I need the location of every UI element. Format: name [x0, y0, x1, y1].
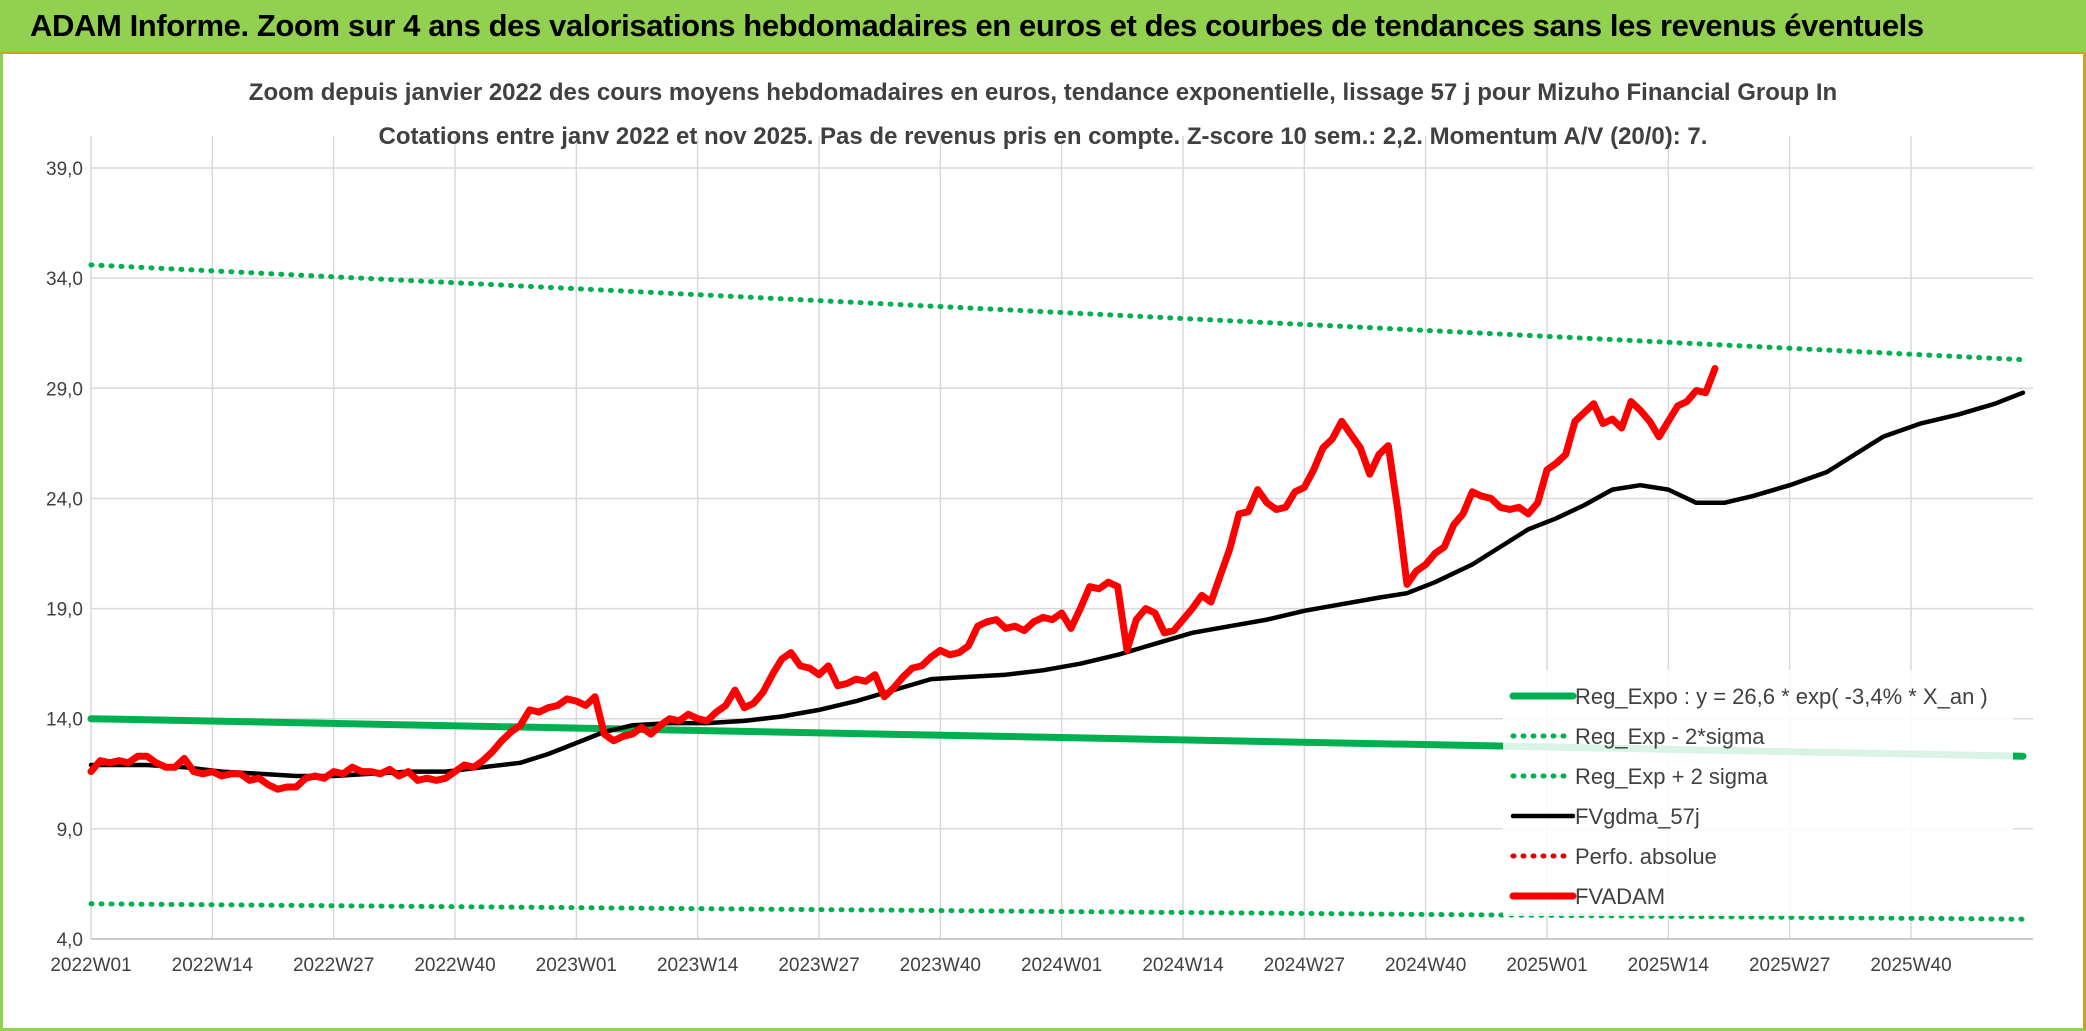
x-tick-label: 2025W14 — [1628, 955, 1710, 976]
x-tick-label: 2022W01 — [50, 955, 131, 976]
y-tick-label: 4,0 — [57, 930, 83, 951]
series-line-1 — [88, 901, 2026, 922]
line-chart: 4,0 9,0 14,0 19,0 24,0 29,0 34,0 39,0 2022W01 202… — [46, 79, 2033, 976]
y-tick-label: 39,0 — [46, 159, 83, 180]
legend-label: FVADAM — [1575, 884, 1665, 909]
legend-background — [1503, 670, 2013, 916]
y-tick-label: 19,0 — [46, 600, 83, 621]
axis-layer: 4,0 9,0 14,0 19,0 24,0 29,0 34,0 39,0 2022W01 202… — [46, 159, 2033, 976]
y-tick-label: 24,0 — [46, 489, 83, 510]
x-tick-label: 2023W01 — [536, 955, 617, 976]
x-tick-label: 2022W40 — [414, 955, 495, 976]
x-tick-label: 2025W27 — [1749, 955, 1830, 976]
chart-title: Zoom depuis janvier 2022 des cours moyen… — [249, 79, 1837, 106]
x-tick-label: 2022W14 — [172, 955, 254, 976]
legend-label: Reg_Expo : y = 26,6 * exp( -3,4% * X_an … — [1575, 684, 1988, 709]
y-tick-label: 14,0 — [46, 710, 83, 731]
x-tick-label: 2023W14 — [657, 955, 739, 976]
x-tick-label: 2024W27 — [1264, 955, 1345, 976]
chart-frame: 4,0 9,0 14,0 19,0 24,0 29,0 34,0 39,0 2022W01 202… — [0, 54, 2086, 1031]
x-tick-label: 2022W27 — [293, 955, 374, 976]
legend-label: Reg_Exp - 2*sigma — [1575, 724, 1765, 749]
x-tick-label: 2023W27 — [778, 955, 859, 976]
legend-label: Perfo. absolue — [1575, 844, 1717, 869]
x-tick-label: 2023W40 — [900, 955, 981, 976]
series-layer — [87, 262, 2027, 922]
y-tick-label: 29,0 — [46, 379, 83, 400]
header-banner: ADAM Informe. Zoom sur 4 ans des valoris… — [0, 0, 2086, 54]
y-tick-label: 9,0 — [57, 820, 83, 841]
chart-subtitle: Cotations entre janv 2022 et nov 2025. P… — [379, 123, 1708, 150]
x-tick-label: 2024W40 — [1385, 955, 1466, 976]
chart-legend: Reg_Expo : y = 26,6 * exp( -3,4% * X_an … — [1503, 670, 2013, 916]
legend-label: FVgdma_57j — [1575, 804, 1700, 829]
series-line-2 — [88, 262, 2026, 363]
legend-label: Reg_Exp + 2 sigma — [1575, 764, 1768, 789]
x-tick-label: 2024W01 — [1021, 955, 1102, 976]
y-tick-label: 34,0 — [46, 269, 83, 290]
x-tick-label: 2025W40 — [1870, 955, 1951, 976]
page-title: ADAM Informe. Zoom sur 4 ans des valoris… — [30, 8, 1924, 43]
series-line-5 — [87, 365, 1719, 793]
x-tick-label: 2025W01 — [1506, 955, 1587, 976]
x-tick-label: 2024W14 — [1142, 955, 1224, 976]
